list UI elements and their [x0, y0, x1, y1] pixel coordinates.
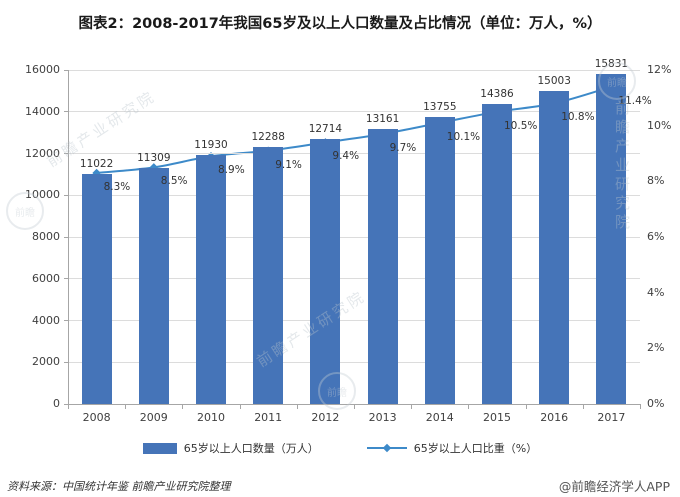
gridline: [68, 278, 640, 280]
y-axis-right-tick-label: 4%: [647, 285, 665, 299]
bar-value-label: 15831: [594, 57, 629, 70]
y-axis-left-tick-label: 16000: [25, 63, 60, 76]
x-axis-tick: [239, 405, 241, 409]
x-axis-line: [68, 404, 641, 405]
source-note: 资料来源：中国统计年鉴 前瞻产业研究院整理: [7, 480, 231, 493]
line-value-label: 8.5%: [160, 175, 188, 188]
line-value-label: 9.4%: [332, 150, 360, 163]
y-axis-left-tick-label: 12000: [25, 146, 60, 160]
bar-2012: [310, 138, 341, 404]
legend-label-line-series: 65岁以上人口比重（%）: [413, 442, 538, 455]
gridline: [68, 361, 640, 363]
x-axis-tick: [640, 405, 641, 409]
x-axis-tick-label: 2015: [483, 411, 511, 424]
bar-2010: [196, 154, 226, 404]
bar-value-label: 11309: [137, 151, 171, 164]
y-axis-line: [68, 70, 69, 404]
x-axis-tick: [468, 405, 470, 409]
gridline: [68, 111, 640, 113]
bar-2009: [138, 167, 169, 404]
x-axis-tick-label: 2010: [197, 411, 225, 424]
y-axis-left-tick-label: 0: [53, 397, 60, 410]
x-axis-tick: [354, 405, 355, 409]
gridline: [68, 236, 640, 238]
x-axis-tick-label: 2014: [425, 411, 454, 424]
gridline: [68, 320, 640, 321]
bar-value-label: 13161: [365, 113, 400, 126]
legend-label-bar-series: 65岁以上人口数量（万人）: [183, 442, 319, 455]
bar-value-label: 11022: [79, 157, 114, 170]
legend-item-line-series: 65岁以上人口比重（%）: [366, 440, 538, 456]
y-axis-right-tick-label: 6%: [647, 230, 665, 243]
x-axis-tick: [182, 405, 184, 409]
bar-value-label: 13755: [423, 100, 457, 113]
y-axis-right-tick-label: 8%: [647, 174, 665, 188]
line-value-label: 8.9%: [218, 164, 245, 177]
y-axis-tick: [64, 111, 68, 113]
chart-title: 图表2：2008-2017年我国65岁及以上人口数量及占比情况（单位：万人，%）: [78, 16, 602, 32]
y-axis-right-tick-label: 10%: [647, 118, 672, 132]
x-axis-tick-label: 2008: [82, 411, 111, 424]
x-axis-tick: [68, 405, 69, 409]
y-axis-tick: [64, 69, 68, 71]
bar-value-label: 15003: [537, 74, 571, 87]
y-axis-tick: [64, 320, 68, 321]
y-axis-tick: [64, 236, 68, 238]
line-value-label: 9.7%: [389, 142, 417, 155]
bar-value-label: 12288: [251, 131, 285, 144]
gridline: [68, 194, 640, 196]
y-axis-tick: [64, 403, 68, 405]
bar-value-label: 12714: [308, 122, 343, 135]
x-axis-tick-label: 2011: [254, 411, 283, 424]
line-value-label: 11.4%: [618, 94, 652, 107]
line-value-label: 10.5%: [504, 119, 538, 132]
gridline: [68, 153, 640, 154]
y-axis-left-tick-label: 10000: [25, 188, 60, 202]
x-axis-tick: [525, 405, 527, 409]
x-axis-tick-label: 2016: [540, 411, 569, 424]
y-axis-left-tick-label: 2000: [32, 355, 60, 369]
line-value-label: 8.3%: [103, 180, 131, 193]
y-axis-tick: [64, 194, 68, 196]
line-series-swatch: [366, 443, 407, 453]
bar-2008: [81, 173, 112, 404]
bar-value-label: 11930: [194, 138, 228, 151]
y-axis-left-tick-label: 8000: [32, 230, 60, 243]
x-axis-tick: [296, 405, 298, 409]
line-value-label: 9.1%: [275, 158, 302, 171]
y-axis-left-tick-label: 4000: [32, 313, 60, 327]
gridline: [68, 69, 640, 71]
y-axis-tick: [64, 361, 68, 363]
bar-2011: [253, 147, 284, 404]
line-value-label: 10.8%: [561, 111, 595, 124]
y-axis-right-tick-label: 12%: [647, 63, 672, 76]
y-axis-left-tick-label: 14000: [25, 104, 60, 118]
legend-item-bar-series: 65岁以上人口数量（万人）: [142, 440, 319, 456]
y-axis-right-tick-label: 2%: [647, 341, 665, 355]
x-axis-tick-label: 2013: [368, 411, 397, 424]
bar-2016: [539, 90, 570, 404]
x-axis-tick-label: 2017: [597, 411, 626, 424]
y-axis-tick: [64, 278, 68, 280]
bar-2017: [596, 73, 627, 404]
x-axis-tick: [582, 405, 584, 409]
bar-2015: [482, 103, 512, 404]
legend: 65岁以上人口数量（万人） 65岁以上人口比重（%）: [0, 440, 680, 456]
bar-2013: [367, 129, 398, 404]
bar-value-label: 14386: [480, 87, 514, 100]
credit-note: @前瞻经济学人APP: [558, 479, 670, 494]
line-value-label: 10.1%: [446, 130, 481, 143]
y-axis-tick: [64, 153, 68, 154]
x-axis-tick: [411, 405, 413, 409]
y-axis-left-tick-label: 6000: [32, 271, 60, 285]
x-axis-tick-label: 2009: [139, 411, 168, 424]
x-axis-tick: [125, 405, 127, 409]
bar-2014: [424, 116, 455, 404]
x-axis-tick-label: 2012: [311, 411, 340, 424]
bar-series-swatch: [142, 442, 177, 454]
y-axis-right-tick-label: 0%: [647, 397, 665, 410]
